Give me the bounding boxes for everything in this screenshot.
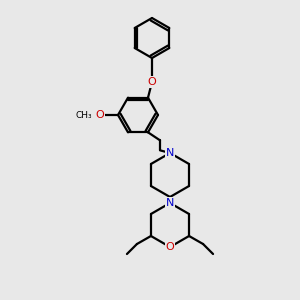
Text: N: N xyxy=(166,198,174,208)
Text: O: O xyxy=(96,110,104,120)
Text: N: N xyxy=(166,148,174,158)
Text: O: O xyxy=(166,242,174,252)
Text: CH₃: CH₃ xyxy=(76,110,92,119)
Text: O: O xyxy=(148,77,156,87)
